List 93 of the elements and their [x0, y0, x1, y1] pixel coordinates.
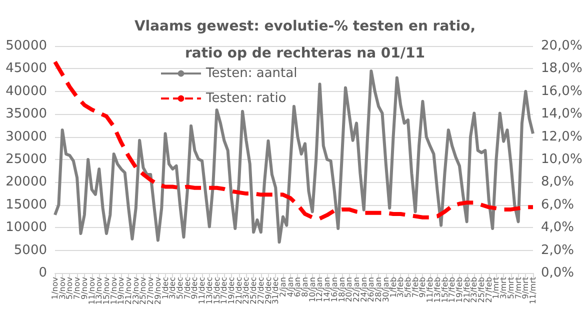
y-tick-label: 10000 [6, 220, 47, 236]
y-tick-label: 0 [38, 266, 47, 280]
x-tick-label: 9/mrt [521, 277, 530, 300]
x-tick-label: 29/nov [153, 276, 162, 305]
x-tick-label: 17/dec [220, 277, 229, 304]
x-tick-label: 21/feb [462, 277, 472, 303]
y2-tick-label: 8,0% [541, 174, 574, 190]
y2-tick-label: 2,0% [541, 242, 574, 258]
x-tick-label: 3/nov [58, 276, 67, 300]
x-tick-label: 21/dec [234, 277, 244, 304]
x-tick-label: 31/dec [271, 277, 280, 304]
y2-tick-label: 14,0% [541, 106, 582, 122]
x-tick-label: 15/feb [440, 277, 450, 303]
legend-label: Testen: ratio [205, 91, 286, 106]
x-tick-label: 19/feb [454, 277, 464, 303]
x-tick-label: 5/nov [65, 276, 74, 300]
x-tick-label: 15/nov [102, 276, 111, 305]
x-tick-label: 27/feb [484, 277, 494, 303]
y2-tick-label: 6,0% [541, 197, 574, 212]
x-tick-label: 12/jan [315, 277, 324, 302]
x-tick-label: 6/jan [293, 277, 302, 297]
x-tick-label: 23/nov [131, 276, 140, 305]
y2-tick-label: 12,0% [541, 129, 582, 144]
legend-label: Testen: aantal [205, 66, 298, 81]
x-tick-label: 11/feb [426, 277, 435, 303]
y-tick-label: 50000 [6, 38, 47, 54]
y-tick-label: 45000 [6, 61, 47, 76]
x-tick-label: 16/jan [330, 277, 339, 302]
x-tick-label: 1/dec [160, 277, 170, 300]
y2-tick-label: 16,0% [541, 84, 582, 99]
x-tick-label: 24/jan [359, 277, 368, 302]
x-tick-label: 7/nov [72, 276, 82, 300]
x-tick-label: 13/nov [94, 276, 104, 305]
y2-tick-label: 20,0% [541, 38, 582, 54]
y2-tick-label: 0,0% [541, 266, 574, 280]
x-tick-label: 26/jan [366, 277, 376, 302]
y2-tick-label: 4,0% [541, 220, 574, 236]
x-tick-label: 4/jan [286, 277, 295, 297]
x-tick-label: 20/jan [344, 277, 354, 302]
x-tick-label: 7/mrt [514, 277, 523, 300]
x-tick-label: 30/jan [381, 277, 390, 302]
x-tick-label: 25/feb [477, 277, 486, 303]
x-tick-label: 9/feb [418, 277, 428, 298]
x-tick-label: 23/dec [242, 277, 251, 304]
x-tick-label: 22/jan [352, 277, 362, 302]
y-tick-label: 40000 [6, 84, 47, 99]
y2-tick-label: 18,0% [541, 61, 582, 76]
x-tick-label: 27/nov [146, 276, 156, 305]
x-tick-label: 11/dec [198, 277, 207, 304]
x-tick-label: 19/dec [226, 277, 236, 304]
x-tick-label: 21/nov [124, 276, 134, 305]
x-tick-label: 25/dec [249, 277, 258, 304]
chart-title: Vlaams gewest: evolutie-% testen en ratio, ratio op de rechteras na 01/11 [134, 18, 476, 62]
x-tick-label: 8/jan [300, 277, 310, 297]
x-tick-label: 7/feb [410, 277, 420, 298]
x-tick-label: 7/dec [182, 277, 192, 300]
x-tick-label: 9/dec [190, 277, 200, 300]
x-tick-label: 18/jan [337, 277, 346, 302]
line-series [53, 60, 535, 221]
x-tick-label: 25/nov [138, 276, 148, 305]
x-tick-label: 1/feb [388, 277, 398, 298]
y-tick-label: 20000 [6, 174, 47, 190]
x-tick-label: 14/jan [322, 277, 332, 302]
x-tick-label: 13/feb [432, 277, 442, 303]
y2-tick-label: 10,0% [541, 152, 582, 167]
x-tick-label: 11/nov [87, 276, 96, 305]
x-tick-label: 28/jan [374, 277, 384, 302]
y-tick-label: 35000 [6, 106, 47, 122]
x-tick-label: 5/dec [176, 277, 185, 300]
y-tick-label: 5000 [14, 242, 47, 258]
x-tick-label: 10/jan [308, 277, 317, 302]
x-tick-label: 1/nov [50, 276, 60, 300]
x-tick-label: 3/feb [396, 277, 406, 298]
x-tick-label: 1/mrt [492, 277, 501, 300]
x-tick-label: 17/feb [448, 277, 457, 303]
x-tick-label: 13/dec [204, 277, 214, 304]
x-tick-label: 15/dec [212, 277, 222, 304]
y-tick-label: 25000 [6, 152, 47, 167]
x-tick-label: 17/nov [109, 276, 118, 305]
y-tick-label: 30000 [6, 129, 47, 144]
x-tick-label: 23/feb [470, 277, 479, 303]
line-series [54, 69, 534, 244]
x-tick-label: 3/dec [168, 277, 178, 300]
x-tick-label: 9/nov [80, 276, 89, 300]
x-tick-label: 3/mrt [499, 277, 508, 300]
x-tick-label: 27/dec [256, 277, 266, 304]
y-tick-label: 15000 [6, 197, 47, 212]
x-tick-label: 19/nov [116, 276, 126, 305]
x-tick-label: 11/mrt [528, 277, 538, 304]
x-tick-label: 29/dec [264, 277, 273, 304]
x-tick-label: 2/jan [278, 277, 288, 297]
x-tick-label: 5/feb [403, 277, 412, 298]
x-tick-label: 5/mrt [506, 277, 516, 300]
